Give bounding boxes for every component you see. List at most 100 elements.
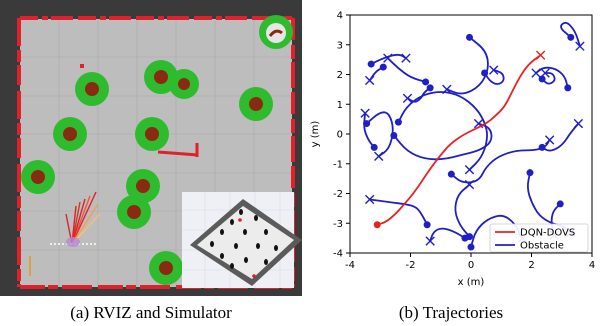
series-line <box>454 183 471 238</box>
obstacle-marker <box>126 169 160 203</box>
series-line <box>397 91 488 171</box>
y-tick-label: -2 <box>333 189 343 200</box>
map-grid <box>20 19 292 287</box>
obstacle-marker <box>135 117 169 151</box>
start-dot <box>422 78 430 86</box>
end-cross <box>425 236 435 246</box>
obstacle-marker <box>53 117 87 151</box>
rviz-simulator-panel <box>0 0 302 296</box>
highlighted-obstacle <box>259 15 293 49</box>
start-dot <box>373 221 381 229</box>
robot <box>66 237 80 247</box>
obstacle-trajectory <box>360 108 378 151</box>
start-dot <box>481 69 489 77</box>
series-line <box>393 122 493 161</box>
end-cross <box>360 108 370 118</box>
y-tick-label: -1 <box>333 159 343 170</box>
x-tick-label: 0 <box>468 260 474 271</box>
map-marker <box>80 64 84 68</box>
end-cross <box>573 118 584 129</box>
end-cross <box>383 53 393 63</box>
start-dot <box>390 131 398 139</box>
start-dot <box>465 33 473 41</box>
y-tick-label: -4 <box>333 249 343 260</box>
x-ticks: -4 -2 0 2 4 <box>345 253 595 271</box>
y-axis-label: y (m) <box>310 121 321 148</box>
obstacle-marker <box>239 87 273 121</box>
obstacle-marker <box>75 72 109 106</box>
y-tick-label: -3 <box>333 219 343 230</box>
start-dot <box>564 84 572 92</box>
legend-label-dqn: DQN-DOVS <box>520 228 575 239</box>
obstacle-trajectory <box>538 118 584 152</box>
obstacle-marker <box>117 195 151 229</box>
end-cross <box>402 93 413 103</box>
y-tick-label: 4 <box>337 11 343 22</box>
trajectories-chart: -4 -2 0 2 4 -4 -3 -2 -1 0 1 2 3 4 x (m) y (m) DQN-DO… <box>302 0 600 296</box>
end-cross <box>540 68 550 78</box>
simulator-inset <box>182 192 302 288</box>
y-tick-label: 3 <box>337 40 343 51</box>
series-line <box>365 111 394 158</box>
map-inner-wall <box>157 150 199 157</box>
series-line <box>368 198 428 226</box>
end-cross <box>464 179 475 190</box>
end-cross <box>535 50 546 60</box>
end-cross <box>488 65 499 75</box>
obstacle-marker <box>169 69 199 99</box>
legend-label-obstacle: Obstacle <box>520 241 564 252</box>
end-cross <box>575 41 585 51</box>
series-line <box>560 21 581 48</box>
obstacle-trajectory <box>394 91 488 175</box>
series-line <box>483 69 505 85</box>
x-tick-label: -2 <box>406 260 416 271</box>
x-tick-label: 2 <box>528 260 534 271</box>
obstacle-trajectory <box>390 118 493 161</box>
obstacle-marker <box>149 251 183 285</box>
rviz-obstacles <box>21 60 273 285</box>
robot-laser-scan <box>50 191 101 245</box>
end-cross <box>374 151 384 162</box>
series-line <box>429 227 466 242</box>
start-dot <box>379 63 387 71</box>
caption-rviz: (a) RVIZ and Simulator <box>70 303 232 322</box>
obstacle-trajectory <box>364 63 387 86</box>
obstacle-trajectory <box>531 66 572 92</box>
obstacle-trajectory <box>367 53 411 68</box>
start-dot <box>370 143 378 151</box>
x-tick-label: -4 <box>345 260 355 271</box>
legend: DQN-DOVS Obstacle <box>489 223 589 253</box>
start-dot <box>538 143 546 151</box>
obstacle-trajectory <box>538 68 556 85</box>
start-dot <box>367 60 375 68</box>
series-line <box>470 214 524 248</box>
start-dot <box>526 169 534 177</box>
obstacle-marker <box>21 160 55 194</box>
caption-trajectories: (b) Trajectories <box>398 303 504 322</box>
start-dot <box>567 33 575 41</box>
obstacle-trajectory <box>364 194 431 229</box>
end-cross <box>531 68 541 78</box>
x-tick-label: 4 <box>589 260 595 271</box>
series-line <box>376 54 542 226</box>
end-cross <box>544 135 555 145</box>
series-line <box>445 36 489 95</box>
start-dot <box>447 170 455 178</box>
series-layer <box>360 21 585 251</box>
start-dot <box>556 200 564 208</box>
start-dot <box>461 234 469 242</box>
obstacle-trajectory <box>560 21 585 51</box>
y-tick-label: 0 <box>337 130 343 141</box>
obstacle-trajectory <box>447 135 555 184</box>
robot-trajectory <box>373 50 546 229</box>
y-ticks: -4 -3 -2 -1 0 1 2 3 4 <box>333 11 350 260</box>
end-cross <box>401 53 411 63</box>
start-dot <box>426 84 434 92</box>
obstacle-trajectory <box>425 227 469 246</box>
start-dot <box>467 243 475 251</box>
end-cross <box>464 165 475 175</box>
end-cross <box>364 194 375 205</box>
obstacle-trajectory <box>383 53 430 86</box>
obstacle-trajectory <box>481 65 505 85</box>
start-dot <box>538 75 546 83</box>
